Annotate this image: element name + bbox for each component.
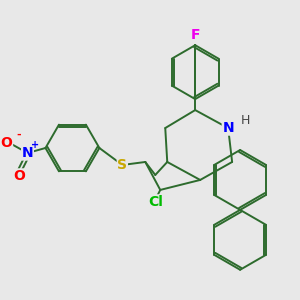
Text: -: - bbox=[16, 130, 21, 140]
Text: N: N bbox=[22, 146, 33, 160]
Text: S: S bbox=[117, 158, 127, 172]
Text: O: O bbox=[14, 169, 26, 183]
Text: Cl: Cl bbox=[148, 195, 163, 209]
Text: H: H bbox=[240, 114, 250, 127]
Text: O: O bbox=[1, 136, 13, 150]
Text: N: N bbox=[222, 121, 234, 135]
Text: F: F bbox=[190, 28, 200, 42]
Text: +: + bbox=[32, 140, 40, 150]
